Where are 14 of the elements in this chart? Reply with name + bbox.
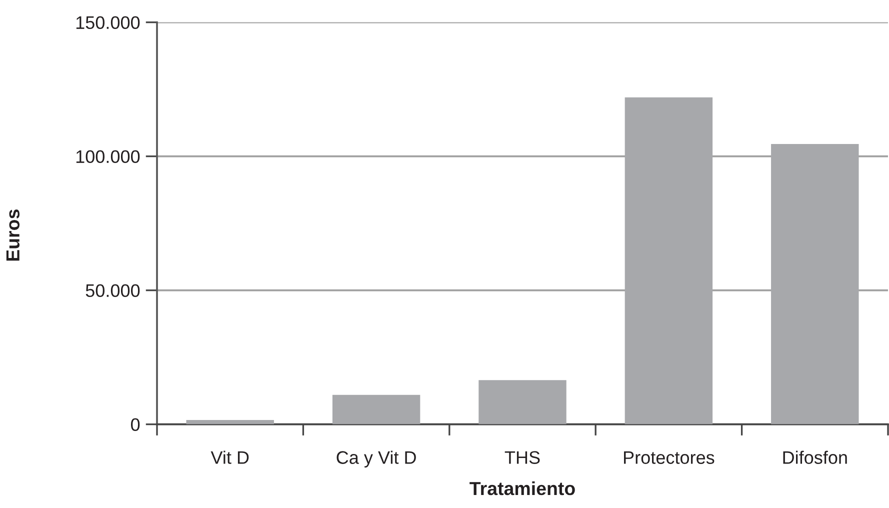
x-tick-label: Vit D — [210, 450, 249, 464]
bar — [186, 420, 274, 424]
y-tick-label: 0 — [131, 418, 140, 432]
bar — [478, 380, 566, 424]
x-tick-label: Protectores — [624, 451, 714, 464]
x-tick-label: Difosfon — [783, 450, 847, 464]
bar — [332, 394, 420, 424]
x-tick-label: THS — [504, 451, 540, 464]
y-tick-label: 100.000 — [76, 150, 140, 164]
y-tick-label: 150.000 — [76, 16, 140, 30]
y-axis-title: Euros — [6, 210, 20, 261]
x-tick-label: Ca y Vit D — [336, 450, 416, 468]
y-tick-label: 50.000 — [86, 284, 140, 298]
x-axis-title: Tratamiento — [470, 481, 575, 496]
